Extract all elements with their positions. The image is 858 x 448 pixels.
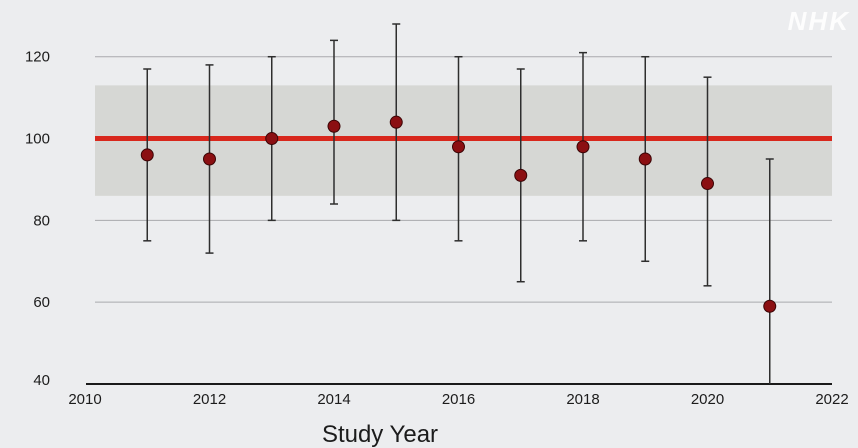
y-tick-label-120: 120 (25, 49, 50, 66)
x-axis-label: Study Year (322, 421, 438, 448)
data-point-2014 (327, 119, 341, 133)
data-point-2021 (763, 299, 777, 313)
data-point-2019 (638, 152, 652, 166)
error-bar-layer (143, 23, 774, 384)
data-point-2020 (701, 177, 714, 191)
y-tick-label-40: 40 (33, 372, 50, 389)
point-layer (140, 115, 777, 313)
data-point-2012 (203, 152, 216, 166)
data-point-2016 (452, 140, 465, 154)
x-tick-label-2012: 2012 (193, 391, 226, 408)
x-tick-label-2018: 2018 (566, 391, 599, 408)
x-tick-label-2016: 2016 (442, 391, 475, 408)
tick-label-layer: 40 60 80 100 120 2010 2012 2014 2016 2018 2020 2022 (25, 49, 849, 408)
gridline-layer (95, 56, 832, 303)
y-tick-label-80: 80 (33, 212, 50, 229)
data-point-2018 (576, 140, 590, 154)
x-tick-label-2020: 2020 (691, 391, 724, 408)
y-tick-label-60: 60 (33, 294, 50, 311)
data-point-2015 (389, 115, 403, 129)
nhk-watermark: NHK (788, 6, 851, 36)
y-tick-label-100: 100 (25, 131, 50, 148)
data-point-2013 (265, 132, 279, 146)
data-point-2011 (140, 148, 154, 162)
x-tick-label-2010: 2010 (68, 391, 101, 408)
x-tick-label-2022: 2022 (815, 391, 848, 408)
data-point-2017 (514, 168, 528, 182)
x-tick-label-2014: 2014 (317, 391, 350, 408)
